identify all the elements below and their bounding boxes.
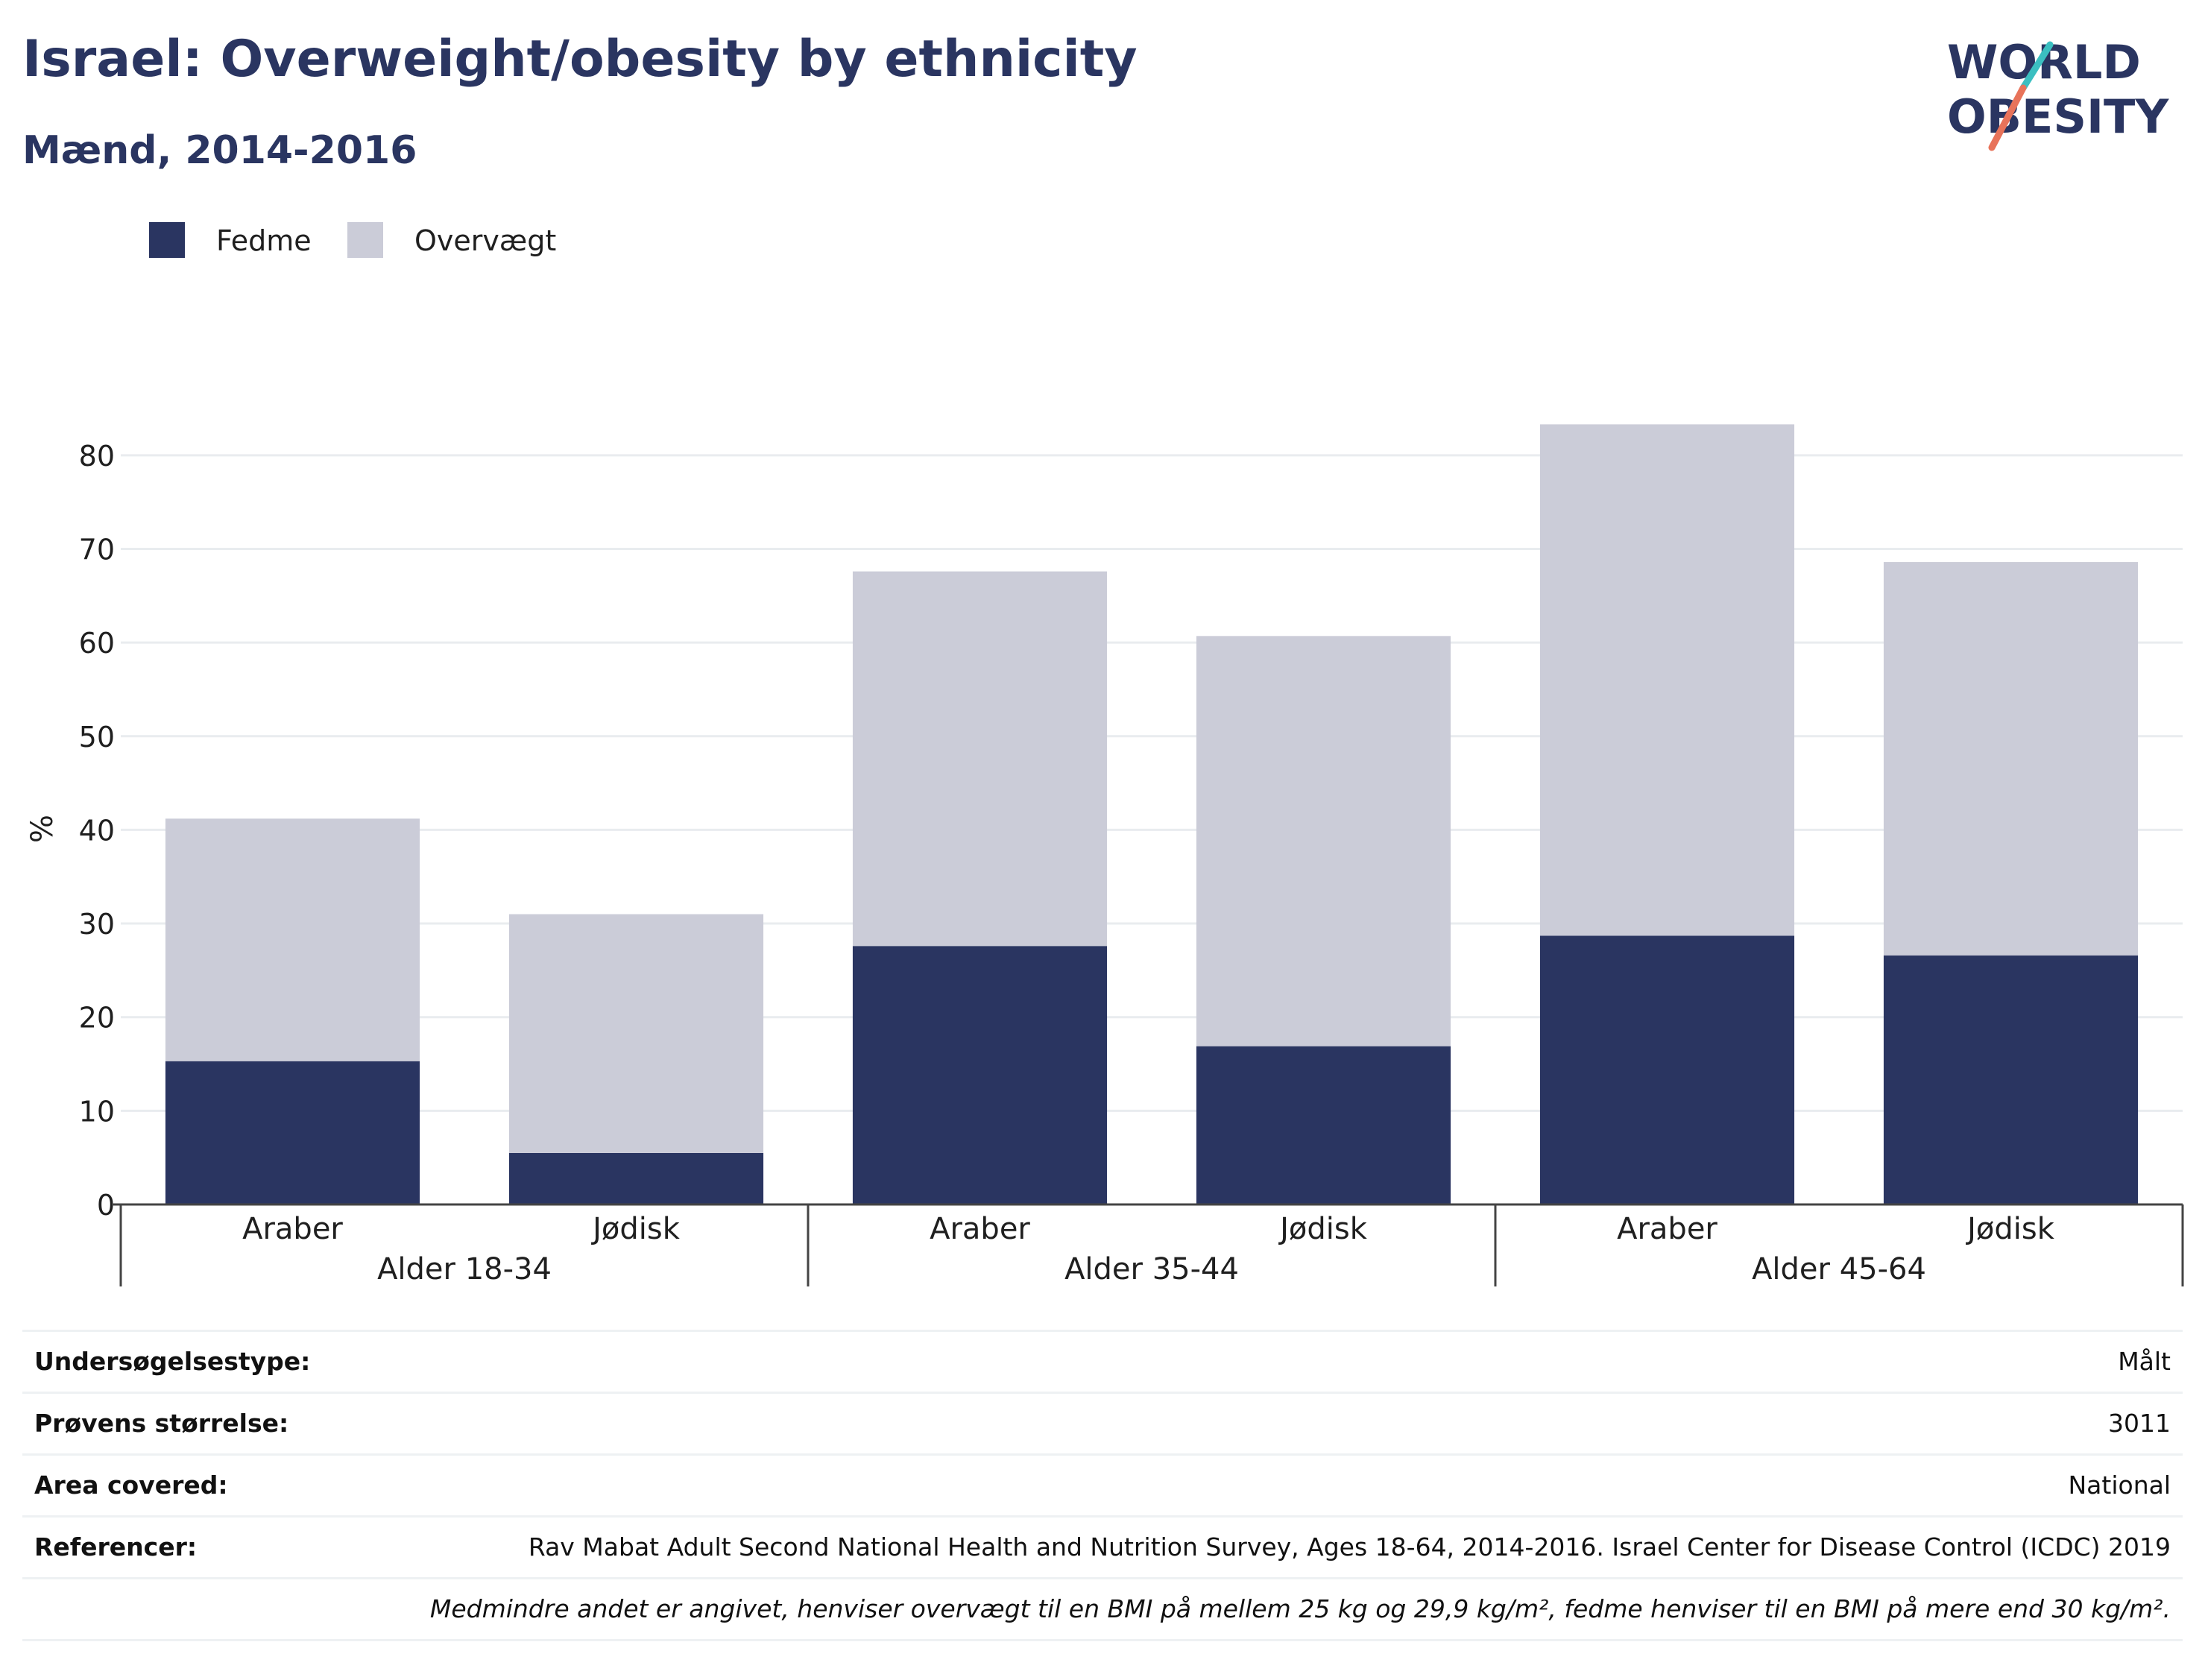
stacked-bar-chart: 0 10 20 30 40 50 60 70 80% Araber Jødisk Araber Jødi…: [25, 424, 2184, 1286]
bar-overvaegt: [1196, 636, 1451, 1046]
info-label: Undersøgelsestype:: [34, 1347, 311, 1376]
y-tick-label: 40: [79, 814, 115, 847]
bar-overvaegt: [1539, 424, 1795, 936]
x-tick-label: Araber: [1617, 1212, 1717, 1246]
x-tick-label: Jødisk: [1278, 1212, 1368, 1246]
x-tick-label: Jødisk: [1965, 1212, 2055, 1246]
logo-slash-teal: [2019, 41, 2054, 92]
info-value: National: [2068, 1471, 2171, 1500]
y-tick-label: 20: [79, 1002, 115, 1035]
info-value: Målt: [2118, 1347, 2171, 1376]
info-label: Area covered:: [34, 1471, 228, 1500]
x-tick-label: Araber: [930, 1212, 1030, 1246]
logo-slash-coral: [1988, 84, 2027, 151]
logo-text-line2: OBESITY: [1947, 89, 2169, 144]
y-tick-label: 0: [97, 1189, 115, 1222]
logo-text-line1: WORLD: [1947, 35, 2141, 89]
info-row-area-covered: Area covered: National: [22, 1453, 2183, 1515]
group-label: Alder 35-44: [1064, 1252, 1239, 1286]
bar-fedme: [1196, 1046, 1451, 1204]
x-tick-label: Araber: [242, 1212, 343, 1246]
bar-fedme: [852, 946, 1108, 1204]
bar-overvaegt: [508, 914, 764, 1153]
x-tick-label: Jødisk: [590, 1212, 681, 1246]
legend-label-fedme: Fedme: [216, 224, 312, 257]
y-tick-label: 70: [79, 533, 115, 566]
bar-overvaegt: [852, 571, 1108, 947]
info-table: Undersøgelsestype: Målt Prøvens størrels…: [22, 1330, 2183, 1641]
info-row-footnote: Medmindre andet er angivet, henviser ove…: [22, 1577, 2183, 1641]
bar-fedme: [1883, 955, 2139, 1204]
legend-label-overvaegt: Overvægt: [414, 224, 557, 257]
legend-swatch-overvaegt: [347, 222, 383, 258]
info-row-sample-size: Prøvens størrelse: 3011: [22, 1392, 2183, 1453]
info-row-references: Referencer: Rav Mabat Adult Second Natio…: [22, 1515, 2183, 1577]
y-tick-label: 50: [79, 721, 115, 754]
chart-subtitle: Mænd, 2014-2016: [22, 128, 417, 173]
legend-swatch-fedme: [149, 222, 185, 258]
footnote: Medmindre andet er angivet, henviser ove…: [429, 1594, 2171, 1623]
y-tick-label: 30: [79, 908, 115, 941]
y-tick-label: 60: [79, 627, 115, 660]
bar-fedme: [165, 1061, 420, 1204]
info-label: Referencer:: [34, 1532, 198, 1561]
group-label: Alder 18-34: [377, 1252, 552, 1286]
group-label: Alder 45-64: [1752, 1252, 1926, 1286]
chart-title: Israel: Overweight/obesity by ethnicity: [22, 30, 1138, 89]
info-label: Prøvens størrelse:: [34, 1409, 289, 1438]
bar-overvaegt: [1883, 562, 2139, 956]
info-value: 3011: [2108, 1409, 2171, 1438]
bar-fedme: [1539, 935, 1795, 1204]
world-obesity-logo: WORLD OBESITY: [1947, 35, 2169, 151]
bar-fedme: [508, 1152, 764, 1204]
info-row-survey-type: Undersøgelsestype: Målt: [22, 1330, 2183, 1392]
y-tick-label: 10: [79, 1095, 115, 1128]
info-value: Rav Mabat Adult Second National Health a…: [528, 1532, 2171, 1561]
y-axis-label: %: [25, 815, 60, 843]
y-tick-label: 80: [79, 440, 115, 473]
bar-overvaegt: [165, 818, 420, 1061]
